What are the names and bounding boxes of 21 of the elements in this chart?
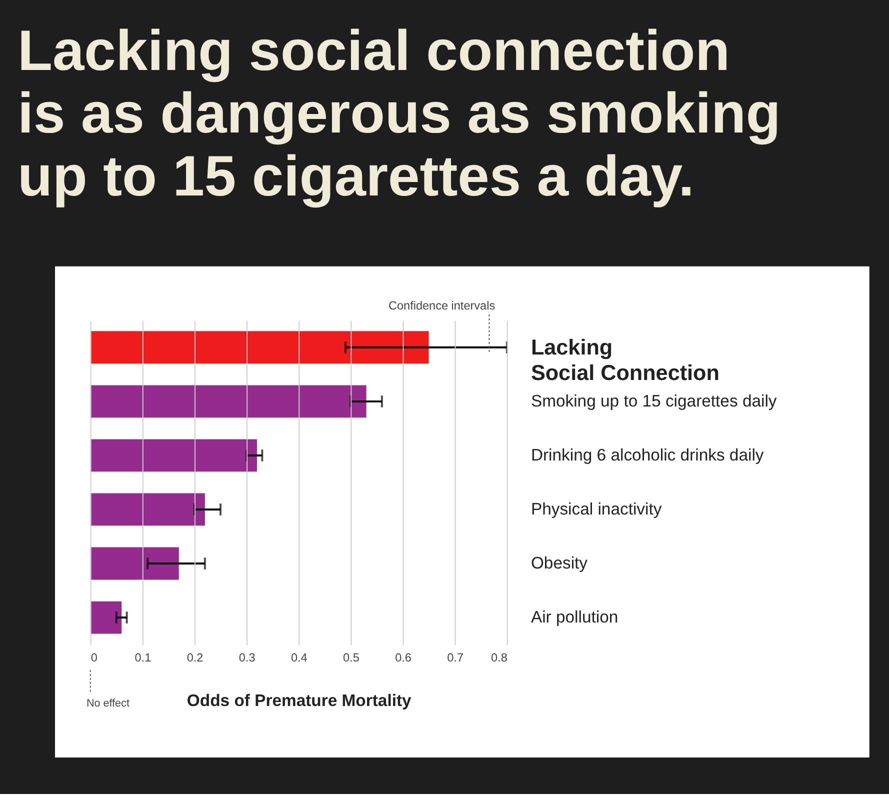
y-tick-label: Lacking Social Connection — [530, 334, 720, 385]
text: up to 15 cigarettes a day. — [18, 144, 694, 209]
x-tick-label: 0.6 — [395, 652, 412, 665]
x-tick-label: 0 — [90, 652, 98, 665]
text: Confidence intervals — [388, 300, 496, 313]
x-tick-label: 0.2 — [186, 652, 204, 665]
x-tick-label: 0.5 — [343, 652, 360, 665]
y-tick-label: Drinking 6 alcoholic drinks daily — [530, 445, 764, 464]
x-tick-label: 0.1 — [134, 652, 152, 665]
text: No effect — [86, 697, 130, 710]
x-tick-label: 0.8 — [491, 652, 508, 665]
y-tick-label: Obesity — [530, 553, 588, 572]
x-tick-label: 0.3 — [238, 652, 256, 665]
text: Lacking social connection — [18, 18, 730, 83]
text: is as dangerous as smoking — [18, 82, 781, 146]
x-axis-title: Odds of Premature Mortality — [186, 690, 412, 710]
y-tick-label: Smoking up to 15 cigarettes daily — [530, 391, 778, 410]
y-tick-label: Air pollution — [530, 607, 618, 626]
x-tick-label: 0.7 — [447, 652, 464, 665]
x-tick-label: 0.4 — [290, 652, 308, 665]
y-tick-label: Physical inactivity — [530, 499, 662, 518]
